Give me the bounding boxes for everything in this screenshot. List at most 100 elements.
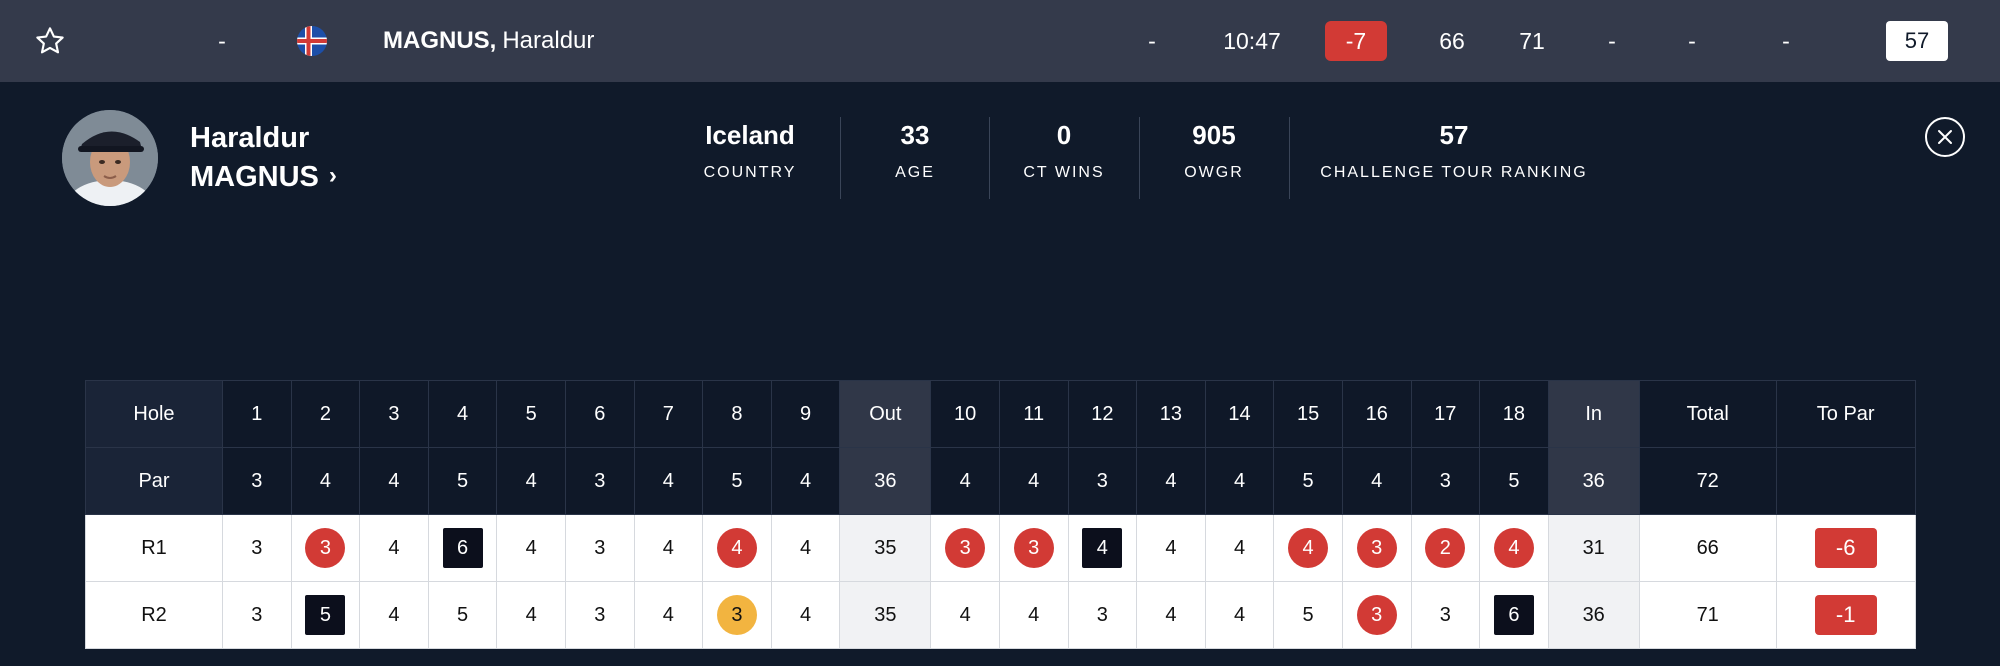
hole-score: 4 xyxy=(359,581,429,649)
table-cell: 4 xyxy=(427,380,498,448)
thru-value: - xyxy=(1148,27,1156,54)
table-cell: In xyxy=(1547,380,1640,448)
round-3-score: - xyxy=(1608,27,1616,54)
score-value: 4 xyxy=(959,603,971,626)
stat-label: CT WINS xyxy=(1023,164,1105,181)
hole-score: 4 xyxy=(496,581,566,649)
hole-score: 2 xyxy=(1410,514,1481,582)
table-cell: 3 xyxy=(1410,447,1481,515)
close-icon xyxy=(1938,130,1952,144)
table-cell: 5 xyxy=(496,380,566,448)
bogey-marker: 6 xyxy=(442,528,483,568)
score-value: 3 xyxy=(594,603,606,626)
table-cell: 36 xyxy=(1547,447,1640,515)
player-full-name-link[interactable]: Haraldur MAGNUS › xyxy=(190,119,337,196)
par-row: Par 3 4 4 5 4 3 4 5 4 36 4 4 3 4 4 5 4 3 5 36 72 xyxy=(85,447,1916,515)
hole-score: 3 xyxy=(564,581,635,649)
birdie-marker: 3 xyxy=(1356,595,1397,635)
in-total: 31 xyxy=(1547,514,1640,582)
hole-score: 3 xyxy=(222,514,292,582)
hole-score: 3 xyxy=(1410,581,1481,649)
hole-score: 5 xyxy=(290,581,361,649)
to-par-badge: -1 xyxy=(1814,595,1877,635)
stat-age: 33 AGE xyxy=(855,112,975,188)
birdie-marker: 4 xyxy=(716,528,757,568)
table-cell xyxy=(1775,447,1916,515)
hole-score: 4 xyxy=(1136,581,1206,649)
hole-score: 4 xyxy=(702,514,772,582)
hole-score: 4 xyxy=(1479,514,1549,582)
chevron-right-icon: › xyxy=(328,162,337,189)
out-total: 35 xyxy=(839,581,932,649)
table-cell: 3 xyxy=(359,380,429,448)
table-cell: 72 xyxy=(1638,447,1777,515)
hole-header-row: Hole 1 2 3 4 5 6 7 8 9 Out 10 11 12 13 14 15 16 17 18 In Tota… xyxy=(85,380,1916,448)
stat-divider xyxy=(1289,117,1290,199)
hole-score: 6 xyxy=(1479,581,1549,649)
table-cell: 4 xyxy=(770,447,841,515)
table-cell: 16 xyxy=(1341,380,1412,448)
table-cell: 4 xyxy=(496,447,566,515)
hole-score: 4 xyxy=(998,581,1069,649)
hole-score: 3 xyxy=(1341,514,1412,582)
out-total: 35 xyxy=(839,514,932,582)
score-value: 5 xyxy=(457,603,469,626)
table-cell: 5 xyxy=(702,447,772,515)
table-cell: 3 xyxy=(1067,447,1138,515)
birdie-marker: 4 xyxy=(1288,528,1329,568)
table-cell: 4 xyxy=(359,447,429,515)
player-name[interactable]: MAGNUS, Haraldur xyxy=(383,0,594,82)
round-row: R1 3 3 4 6 4 3 4 4 4 35 3 3 4 4 4 4 3 2 4 31 66 -6 xyxy=(85,514,1916,582)
hole-score: 4 xyxy=(1204,581,1275,649)
table-cell: Total xyxy=(1638,380,1777,448)
score-value: 4 xyxy=(1233,603,1246,626)
round-2-score: 71 xyxy=(1519,27,1545,54)
hole-score: 6 xyxy=(427,514,498,582)
birdie-marker: 4 xyxy=(1493,528,1534,568)
hole-score: 4 xyxy=(770,514,841,582)
score-value: 3 xyxy=(251,536,263,559)
hole-score: 5 xyxy=(1273,581,1343,649)
hole-score: 3 xyxy=(1341,581,1412,649)
eagle-marker: 3 xyxy=(716,595,757,635)
iceland-flag-icon xyxy=(296,0,328,82)
table-cell: 3 xyxy=(222,447,292,515)
stat-country: Iceland COUNTRY xyxy=(680,112,820,188)
hole-score: 3 xyxy=(290,514,361,582)
stat-value: 57 xyxy=(1439,120,1469,150)
birdie-marker: 3 xyxy=(305,528,346,568)
table-cell: 12 xyxy=(1067,380,1138,448)
hole-score: 4 xyxy=(1204,514,1275,582)
bogey-marker: 6 xyxy=(1493,595,1534,635)
favorite-button[interactable] xyxy=(30,0,70,82)
table-cell: 6 xyxy=(564,380,635,448)
row-label: Hole xyxy=(85,380,223,448)
player-last-name-large: MAGNUS xyxy=(190,161,319,193)
table-cell: 10 xyxy=(930,380,1000,448)
stat-challenge-tour-ranking: 57 CHALLENGE TOUR RANKING xyxy=(1304,112,1604,188)
table-cell: 7 xyxy=(633,380,704,448)
score-value: 4 xyxy=(525,536,537,559)
table-cell: 4 xyxy=(998,447,1069,515)
score-value: 3 xyxy=(251,603,263,626)
stat-value: 905 xyxy=(1192,120,1236,150)
hole-score: 5 xyxy=(427,581,498,649)
hole-score: 3 xyxy=(1067,581,1138,649)
stat-value: 33 xyxy=(900,120,930,150)
to-par-badge: -6 xyxy=(1814,528,1877,568)
table-cell: 4 xyxy=(1341,447,1412,515)
table-cell: Out xyxy=(839,380,932,448)
table-cell: 36 xyxy=(839,447,932,515)
hole-score: 4 xyxy=(633,581,704,649)
close-button[interactable] xyxy=(1925,117,1965,157)
player-row-header[interactable]: - MAGNUS, Haraldur - 10:47 -7 66 71 - - … xyxy=(0,0,2000,82)
score-value: 4 xyxy=(662,603,674,626)
hole-score: 4 xyxy=(359,514,429,582)
score-value: 3 xyxy=(594,536,606,559)
star-icon xyxy=(36,27,64,54)
table-cell: 14 xyxy=(1204,380,1275,448)
hole-score: 3 xyxy=(930,514,1000,582)
table-cell: 3 xyxy=(564,447,635,515)
stat-value: 0 xyxy=(1056,120,1072,150)
round-4-score: - xyxy=(1688,27,1696,54)
